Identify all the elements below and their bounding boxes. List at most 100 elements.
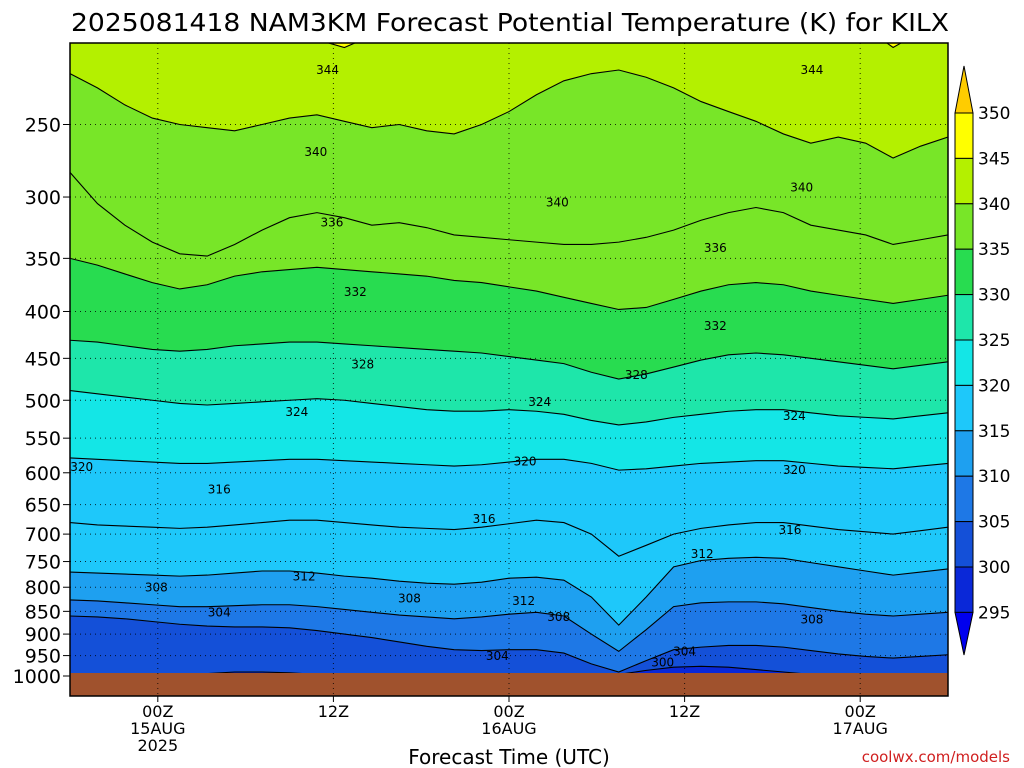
colorbar-label: 345	[978, 149, 1010, 169]
y-tick-label: 900	[25, 624, 61, 646]
contour-label: 324	[783, 409, 806, 423]
contour-label: 344	[800, 63, 823, 77]
colorbar-swatch-305	[954, 475, 974, 523]
y-tick-label: 550	[25, 428, 61, 450]
colorbar-label: 315	[978, 422, 1010, 442]
x-tick-label: 16AUG	[481, 719, 536, 738]
contour-label: 308	[145, 581, 168, 595]
contour-label: 344	[316, 63, 339, 77]
y-tick-label: 700	[25, 524, 61, 546]
contour-label: 304	[673, 644, 696, 658]
x-tick-label: 17AUG	[832, 719, 887, 738]
y-tick-label: 750	[25, 552, 61, 574]
colorbar-label: 325	[978, 331, 1010, 351]
colorbar-label: 305	[978, 513, 1010, 533]
contour-label: 336	[704, 241, 727, 255]
contour-labels: 344 344 340 340 340 336 336 332 332 328 328 324 324 3…	[70, 63, 823, 670]
colorbar-swatch-295	[954, 566, 974, 613]
contour-label: 312	[691, 547, 714, 561]
contour-label: 328	[625, 368, 648, 382]
contour-label: 332	[344, 285, 367, 299]
contour-label: 320	[783, 463, 806, 477]
contour-label: 340	[790, 181, 813, 195]
contour-label: 328	[351, 357, 374, 371]
colorbar-arrow-bottom	[954, 611, 974, 656]
x-tick-label: 12Z	[669, 702, 700, 721]
colorbar-swatch-320	[954, 339, 974, 386]
y-tick-label: 500	[25, 390, 61, 412]
x-axis-label: Forecast Time (UTC)	[408, 745, 610, 768]
y-tick-label: 800	[25, 577, 61, 599]
y-tick-label: 250	[25, 115, 61, 137]
contour-fill-304	[70, 615, 948, 673]
contour-label: 312	[512, 594, 535, 608]
contour-label: 340	[304, 145, 327, 159]
contour-line-308	[70, 599, 948, 653]
colorbar-swatch-325	[954, 294, 974, 341]
contour-line-336	[70, 172, 948, 257]
colorbar-swatch-315	[954, 384, 974, 432]
colorbar-swatch-330	[954, 248, 974, 296]
colorbar-label: 335	[978, 240, 1010, 260]
contour-label: 320	[514, 454, 537, 468]
contour-label: 332	[704, 319, 727, 333]
plot-area: 344 344 340 340 340 336 336 332 332 328 328 324 324 3…	[69, 42, 949, 697]
contour-line-332	[70, 257, 948, 311]
colorbar-label: 340	[978, 195, 1010, 215]
y-tick-label: 600	[25, 463, 61, 485]
colorbar-swatch-345	[954, 112, 974, 159]
contour-label: 312	[293, 570, 316, 584]
colorbar-swatch-310	[954, 430, 974, 477]
colorbar: 295 300 305 310 315 320 325 330 335 340 345 350	[954, 65, 1010, 656]
colorbar-label: 320	[978, 376, 1010, 396]
contour-lines	[70, 43, 948, 673]
contour-label: 300	[651, 656, 674, 670]
y-tick-label: 400	[25, 301, 61, 323]
contour-label: 324	[285, 405, 308, 419]
y-tick-label: 350	[25, 248, 61, 270]
colorbar-label: 295	[978, 603, 1010, 623]
credit-text: coolwx.com/models	[862, 748, 1010, 766]
y-tick-label: 650	[25, 495, 61, 517]
colorbar-label: 310	[978, 467, 1010, 487]
colorbar-arrow-top	[954, 65, 974, 114]
x-tick-label: 00Z	[493, 702, 524, 721]
contour-label: 316	[779, 523, 802, 537]
contour-label: 340	[546, 195, 569, 209]
contour-label: 336	[320, 216, 343, 230]
colorbar-label: 300	[978, 558, 1010, 578]
y-tick-label: 950	[25, 646, 61, 668]
x-tick-label: 00Z	[142, 702, 173, 721]
x-tick-label: 00Z	[845, 702, 876, 721]
y-tick-label: 450	[25, 348, 61, 370]
y-tick-label: 1000	[13, 666, 61, 688]
contour-label: 308	[547, 610, 570, 624]
y-axis: 2503003504004505005506006507007508008509…	[13, 115, 70, 688]
contour-line-328	[70, 339, 948, 380]
ground-fill	[70, 673, 948, 696]
filled-contours	[70, 43, 948, 673]
x-tick-label: 12Z	[318, 702, 349, 721]
contour-line-320	[70, 457, 948, 471]
contour-label: 324	[528, 395, 551, 409]
contour-label: 316	[208, 483, 231, 497]
contour-label: 304	[486, 649, 509, 663]
y-tick-label: 850	[25, 601, 61, 623]
contour-fill-300	[70, 666, 948, 673]
colorbar-swatch-340	[954, 157, 974, 205]
chart-title: 2025081418 NAM3KM Forecast Potential Tem…	[71, 8, 949, 37]
y-tick-label: 300	[25, 187, 61, 209]
contour-label: 308	[800, 613, 823, 627]
contour-line-304	[70, 615, 948, 673]
contour-label: 304	[208, 606, 231, 620]
x-tick-label: 15AUG	[130, 719, 185, 738]
x-tick-label: 2025	[137, 736, 178, 755]
contour-label: 308	[398, 592, 421, 606]
colorbar-label: 330	[978, 286, 1010, 306]
colorbar-label: 350	[978, 104, 1010, 124]
contour-line-324	[70, 390, 948, 426]
contour-line-340	[70, 69, 948, 159]
colorbar-swatch-300	[954, 521, 974, 568]
